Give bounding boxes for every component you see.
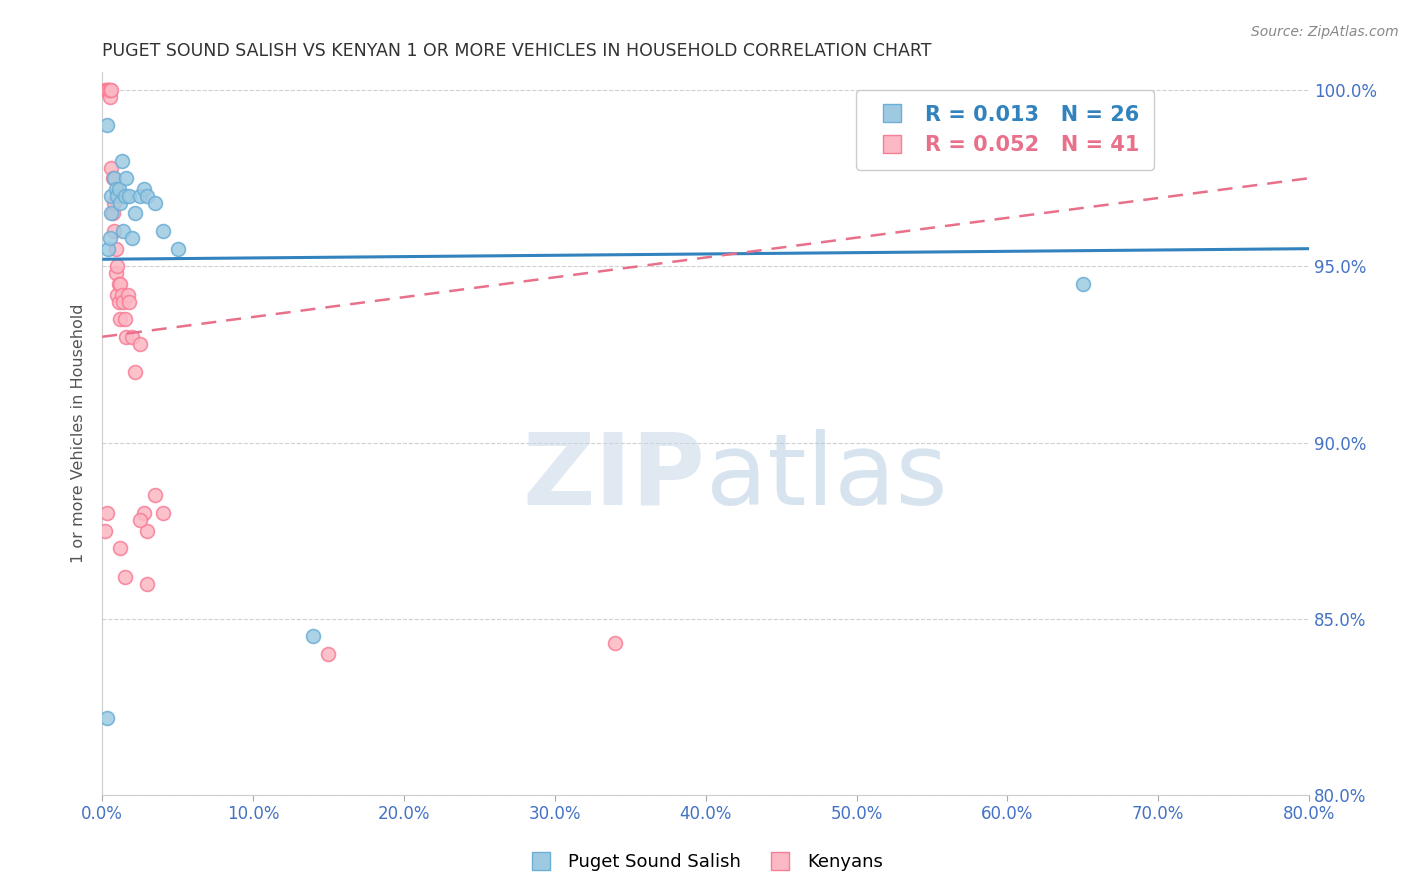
Kenyans [605, 636, 627, 650]
Puget Sound Salish [118, 189, 141, 203]
Kenyans [136, 524, 159, 538]
Text: ZIP: ZIP [523, 428, 706, 525]
Puget Sound Salish [114, 189, 136, 203]
Puget Sound Salish [129, 189, 152, 203]
Kenyans [94, 83, 117, 97]
Kenyans [136, 576, 159, 591]
Kenyans [96, 83, 118, 97]
Kenyans [110, 277, 132, 291]
Kenyans [124, 365, 146, 379]
Puget Sound Salish [100, 206, 122, 220]
Kenyans [98, 83, 121, 97]
Kenyans [105, 287, 128, 301]
Kenyans [103, 195, 125, 210]
Kenyans [129, 513, 152, 527]
Puget Sound Salish [302, 629, 325, 643]
Kenyans [104, 242, 127, 256]
Puget Sound Salish [134, 182, 156, 196]
Kenyans [121, 330, 143, 344]
Kenyans [118, 294, 141, 309]
Kenyans [129, 336, 152, 351]
Legend: Puget Sound Salish, Kenyans: Puget Sound Salish, Kenyans [516, 847, 890, 879]
Y-axis label: 1 or more Vehicles in Household: 1 or more Vehicles in Household [72, 304, 86, 564]
Kenyans [101, 206, 124, 220]
Kenyans [98, 90, 121, 104]
Puget Sound Salish [166, 242, 188, 256]
Puget Sound Salish [152, 224, 174, 238]
Kenyans [110, 312, 132, 326]
Kenyans [97, 83, 120, 97]
Kenyans [134, 506, 156, 520]
Kenyans [143, 488, 166, 502]
Kenyans [115, 330, 138, 344]
Puget Sound Salish [111, 153, 134, 168]
Kenyans [112, 294, 135, 309]
Kenyans [104, 266, 127, 280]
Kenyans [103, 224, 125, 238]
Puget Sound Salish [104, 182, 127, 196]
Puget Sound Salish [1071, 277, 1094, 291]
Puget Sound Salish [103, 171, 125, 186]
Kenyans [97, 83, 120, 97]
Puget Sound Salish [115, 171, 138, 186]
Kenyans [114, 312, 136, 326]
Text: Source: ZipAtlas.com: Source: ZipAtlas.com [1251, 25, 1399, 39]
Text: PUGET SOUND SALISH VS KENYAN 1 OR MORE VEHICLES IN HOUSEHOLD CORRELATION CHART: PUGET SOUND SALISH VS KENYAN 1 OR MORE V… [103, 42, 932, 60]
Puget Sound Salish [96, 118, 118, 132]
Kenyans [100, 161, 122, 175]
Kenyans [117, 287, 139, 301]
Kenyans [111, 287, 134, 301]
Kenyans [100, 83, 122, 97]
Kenyans [318, 647, 340, 661]
Puget Sound Salish [107, 182, 129, 196]
Kenyans [101, 171, 124, 186]
Kenyans [96, 506, 118, 520]
Puget Sound Salish [96, 710, 118, 724]
Puget Sound Salish [121, 231, 143, 245]
Puget Sound Salish [136, 189, 159, 203]
Puget Sound Salish [112, 224, 135, 238]
Kenyans [152, 506, 174, 520]
Puget Sound Salish [97, 242, 120, 256]
Puget Sound Salish [110, 195, 132, 210]
Puget Sound Salish [105, 189, 128, 203]
Kenyans [94, 524, 117, 538]
Kenyans [110, 541, 132, 556]
Kenyans [105, 260, 128, 274]
Puget Sound Salish [100, 189, 122, 203]
Legend: R = 0.013   N = 26, R = 0.052   N = 41: R = 0.013 N = 26, R = 0.052 N = 41 [856, 90, 1154, 169]
Puget Sound Salish [98, 231, 121, 245]
Text: atlas: atlas [706, 428, 948, 525]
Kenyans [107, 294, 129, 309]
Kenyans [114, 569, 136, 583]
Puget Sound Salish [143, 195, 166, 210]
Kenyans [107, 277, 129, 291]
Puget Sound Salish [124, 206, 146, 220]
